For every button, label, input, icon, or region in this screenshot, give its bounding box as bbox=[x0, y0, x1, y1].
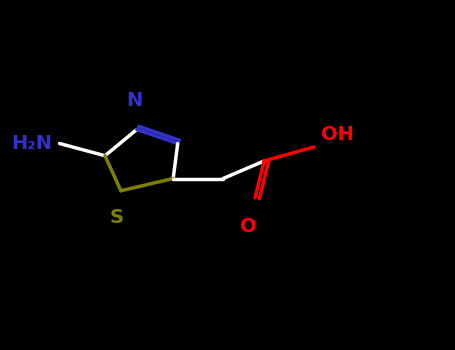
Text: N: N bbox=[126, 91, 143, 110]
Text: O: O bbox=[240, 217, 257, 236]
Text: S: S bbox=[109, 208, 123, 227]
Text: H₂N: H₂N bbox=[12, 134, 53, 153]
Text: OH: OH bbox=[321, 125, 354, 144]
